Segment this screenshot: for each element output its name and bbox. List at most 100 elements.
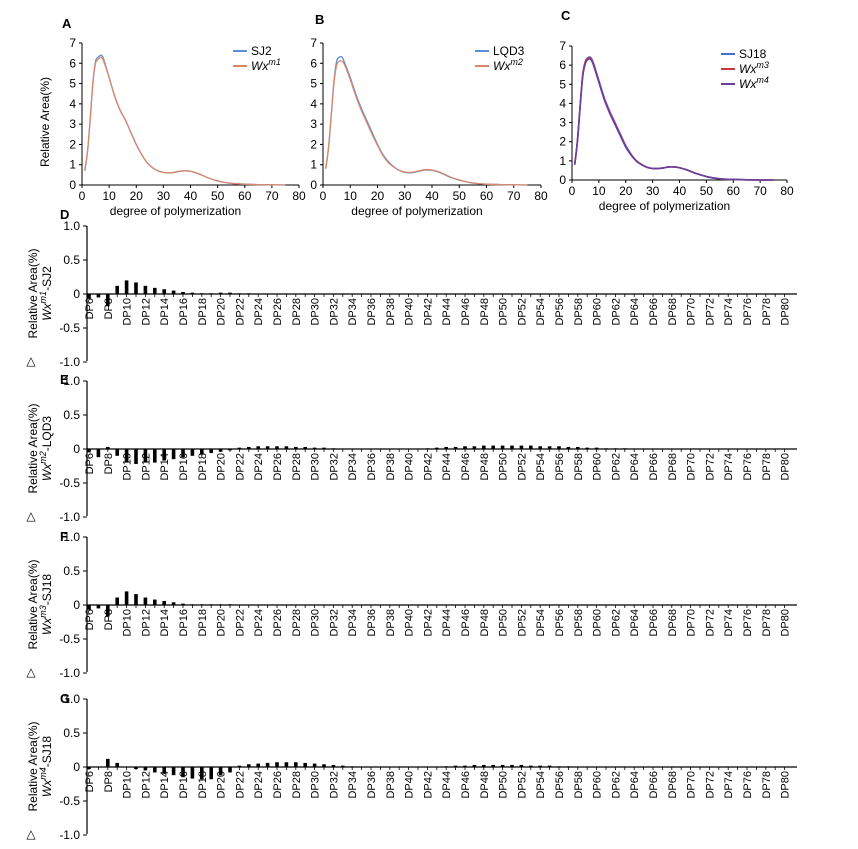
dp-tick-label: DP62 [610, 298, 622, 326]
dp-tick-label: DP66 [648, 771, 660, 799]
diff-bar [209, 449, 213, 454]
dp-tick-label: DP8 [103, 453, 115, 474]
dp-tick-label: DP34 [347, 298, 359, 326]
x-tick-label: 20 [130, 189, 144, 203]
diff-bar [341, 765, 345, 767]
panel-letter: G [60, 691, 70, 706]
diff-bar [143, 449, 148, 463]
dp-tick-label: DP50 [498, 453, 510, 481]
x-tick-label: 30 [646, 184, 660, 198]
dp-tick-label: DP36 [366, 609, 378, 637]
dp-tick-label: DP22 [234, 771, 246, 799]
dp-tick-label: DP72 [704, 453, 716, 481]
diff-bar [190, 767, 195, 779]
diff-bar [115, 762, 119, 767]
dp-tick-label: DP38 [385, 609, 397, 637]
dp-tick-label: DP48 [479, 298, 491, 326]
x-tick-label: 80 [780, 184, 794, 198]
y-axis-label: Relative Area(%) [26, 559, 40, 649]
dp-tick-label: DP22 [234, 609, 246, 637]
x-tick-label: 0 [320, 189, 327, 203]
panel-letter: F [60, 529, 68, 544]
diff-bar [181, 767, 185, 778]
diff-bar [106, 758, 110, 767]
dp-tick-label: DP52 [516, 609, 528, 637]
dp-tick-label: DP14 [159, 771, 171, 799]
legend-label: Wxm2 [493, 57, 523, 73]
diff-bar [547, 446, 552, 449]
diff-bar [228, 604, 232, 606]
dp-tick-label: DP52 [516, 453, 528, 481]
dp-tick-label: DP28 [291, 298, 303, 326]
dp-tick-label: DP42 [422, 609, 434, 637]
diff-bar [190, 449, 195, 456]
dp-tick-label: DP34 [347, 453, 359, 481]
y-tick-label: 0 [73, 442, 80, 456]
diff-bar [453, 765, 458, 767]
diff-bar [200, 449, 204, 455]
dp-tick-label: DP24 [253, 453, 265, 481]
dp-tick-label: DP32 [328, 453, 340, 481]
diff-bar [171, 767, 176, 776]
y-tick-label: 5 [310, 77, 317, 91]
dp-tick-label: DP52 [516, 298, 528, 326]
y-axis-genotype-label: Wxm4-SJ18 [38, 736, 54, 798]
dp-tick-label: DP68 [667, 298, 679, 326]
diff-bar [519, 445, 524, 449]
diff-bar [547, 765, 552, 767]
y-tick-label: 0 [69, 178, 76, 192]
x-tick-label: 60 [238, 189, 252, 203]
dp-tick-label: DP64 [629, 453, 641, 481]
dp-tick-label: DP16 [178, 771, 190, 799]
dp-tick-label: DP32 [328, 298, 340, 326]
y-axis-label: Relative Area(%) [38, 77, 52, 167]
diff-bar [218, 292, 223, 294]
diff-bar [538, 765, 542, 767]
dp-tick-label: DP58 [573, 453, 585, 481]
y-tick-label: 5 [559, 77, 566, 91]
dp-tick-label: DP20 [216, 771, 228, 799]
dp-tick-label: DP76 [742, 771, 754, 799]
dp-tick-label: DP74 [723, 298, 735, 326]
dp-tick-label: DP20 [216, 453, 228, 481]
dp-tick-label: DP26 [272, 771, 284, 799]
y-tick-label: 7 [310, 36, 317, 50]
y-tick-label: 0 [73, 760, 80, 774]
diff-bar [190, 292, 195, 294]
dp-tick-label: DP42 [422, 771, 434, 799]
dp-tick-label: DP10 [122, 298, 134, 326]
dp-tick-label: DP24 [253, 298, 265, 326]
y-tick-label: 0 [559, 173, 566, 187]
dp-tick-label: DP74 [723, 771, 735, 799]
diff-bar [604, 448, 608, 450]
x-tick-label: 80 [292, 189, 306, 203]
x-tick-label: 70 [265, 189, 279, 203]
diff-bar [115, 285, 119, 294]
y-tick-label: -0.5 [59, 632, 80, 646]
dp-tick-label: DP66 [648, 453, 660, 481]
y-tick-label: 4 [310, 97, 317, 111]
delta-symbol: △ [26, 665, 36, 679]
y-tick-label: 1.0 [63, 374, 80, 388]
x-tick-label: 20 [619, 184, 633, 198]
diff-bar [209, 767, 213, 780]
diff-bar [87, 449, 91, 453]
dp-tick-label: DP78 [761, 298, 773, 326]
diff-bar [529, 445, 533, 449]
dp-tick-label: DP30 [310, 609, 322, 637]
dp-tick-label: DP6 [84, 453, 96, 474]
diff-bar [87, 767, 91, 770]
x-tick-label: 20 [371, 189, 385, 203]
dp-tick-label: DP56 [554, 609, 566, 637]
dp-tick-label: DP62 [610, 609, 622, 637]
diff-bar [87, 294, 91, 299]
dp-tick-label: DP48 [479, 609, 491, 637]
dp-tick-label: DP22 [234, 298, 246, 326]
x-tick-label: 70 [753, 184, 767, 198]
dp-tick-label: DP30 [310, 453, 322, 481]
x-tick-label: 30 [157, 189, 171, 203]
dp-tick-label: DP18 [197, 771, 209, 799]
legend-label: Wxm1 [251, 57, 281, 73]
dp-tick-label: DP40 [404, 609, 416, 637]
dp-tick-label: DP62 [610, 771, 622, 799]
